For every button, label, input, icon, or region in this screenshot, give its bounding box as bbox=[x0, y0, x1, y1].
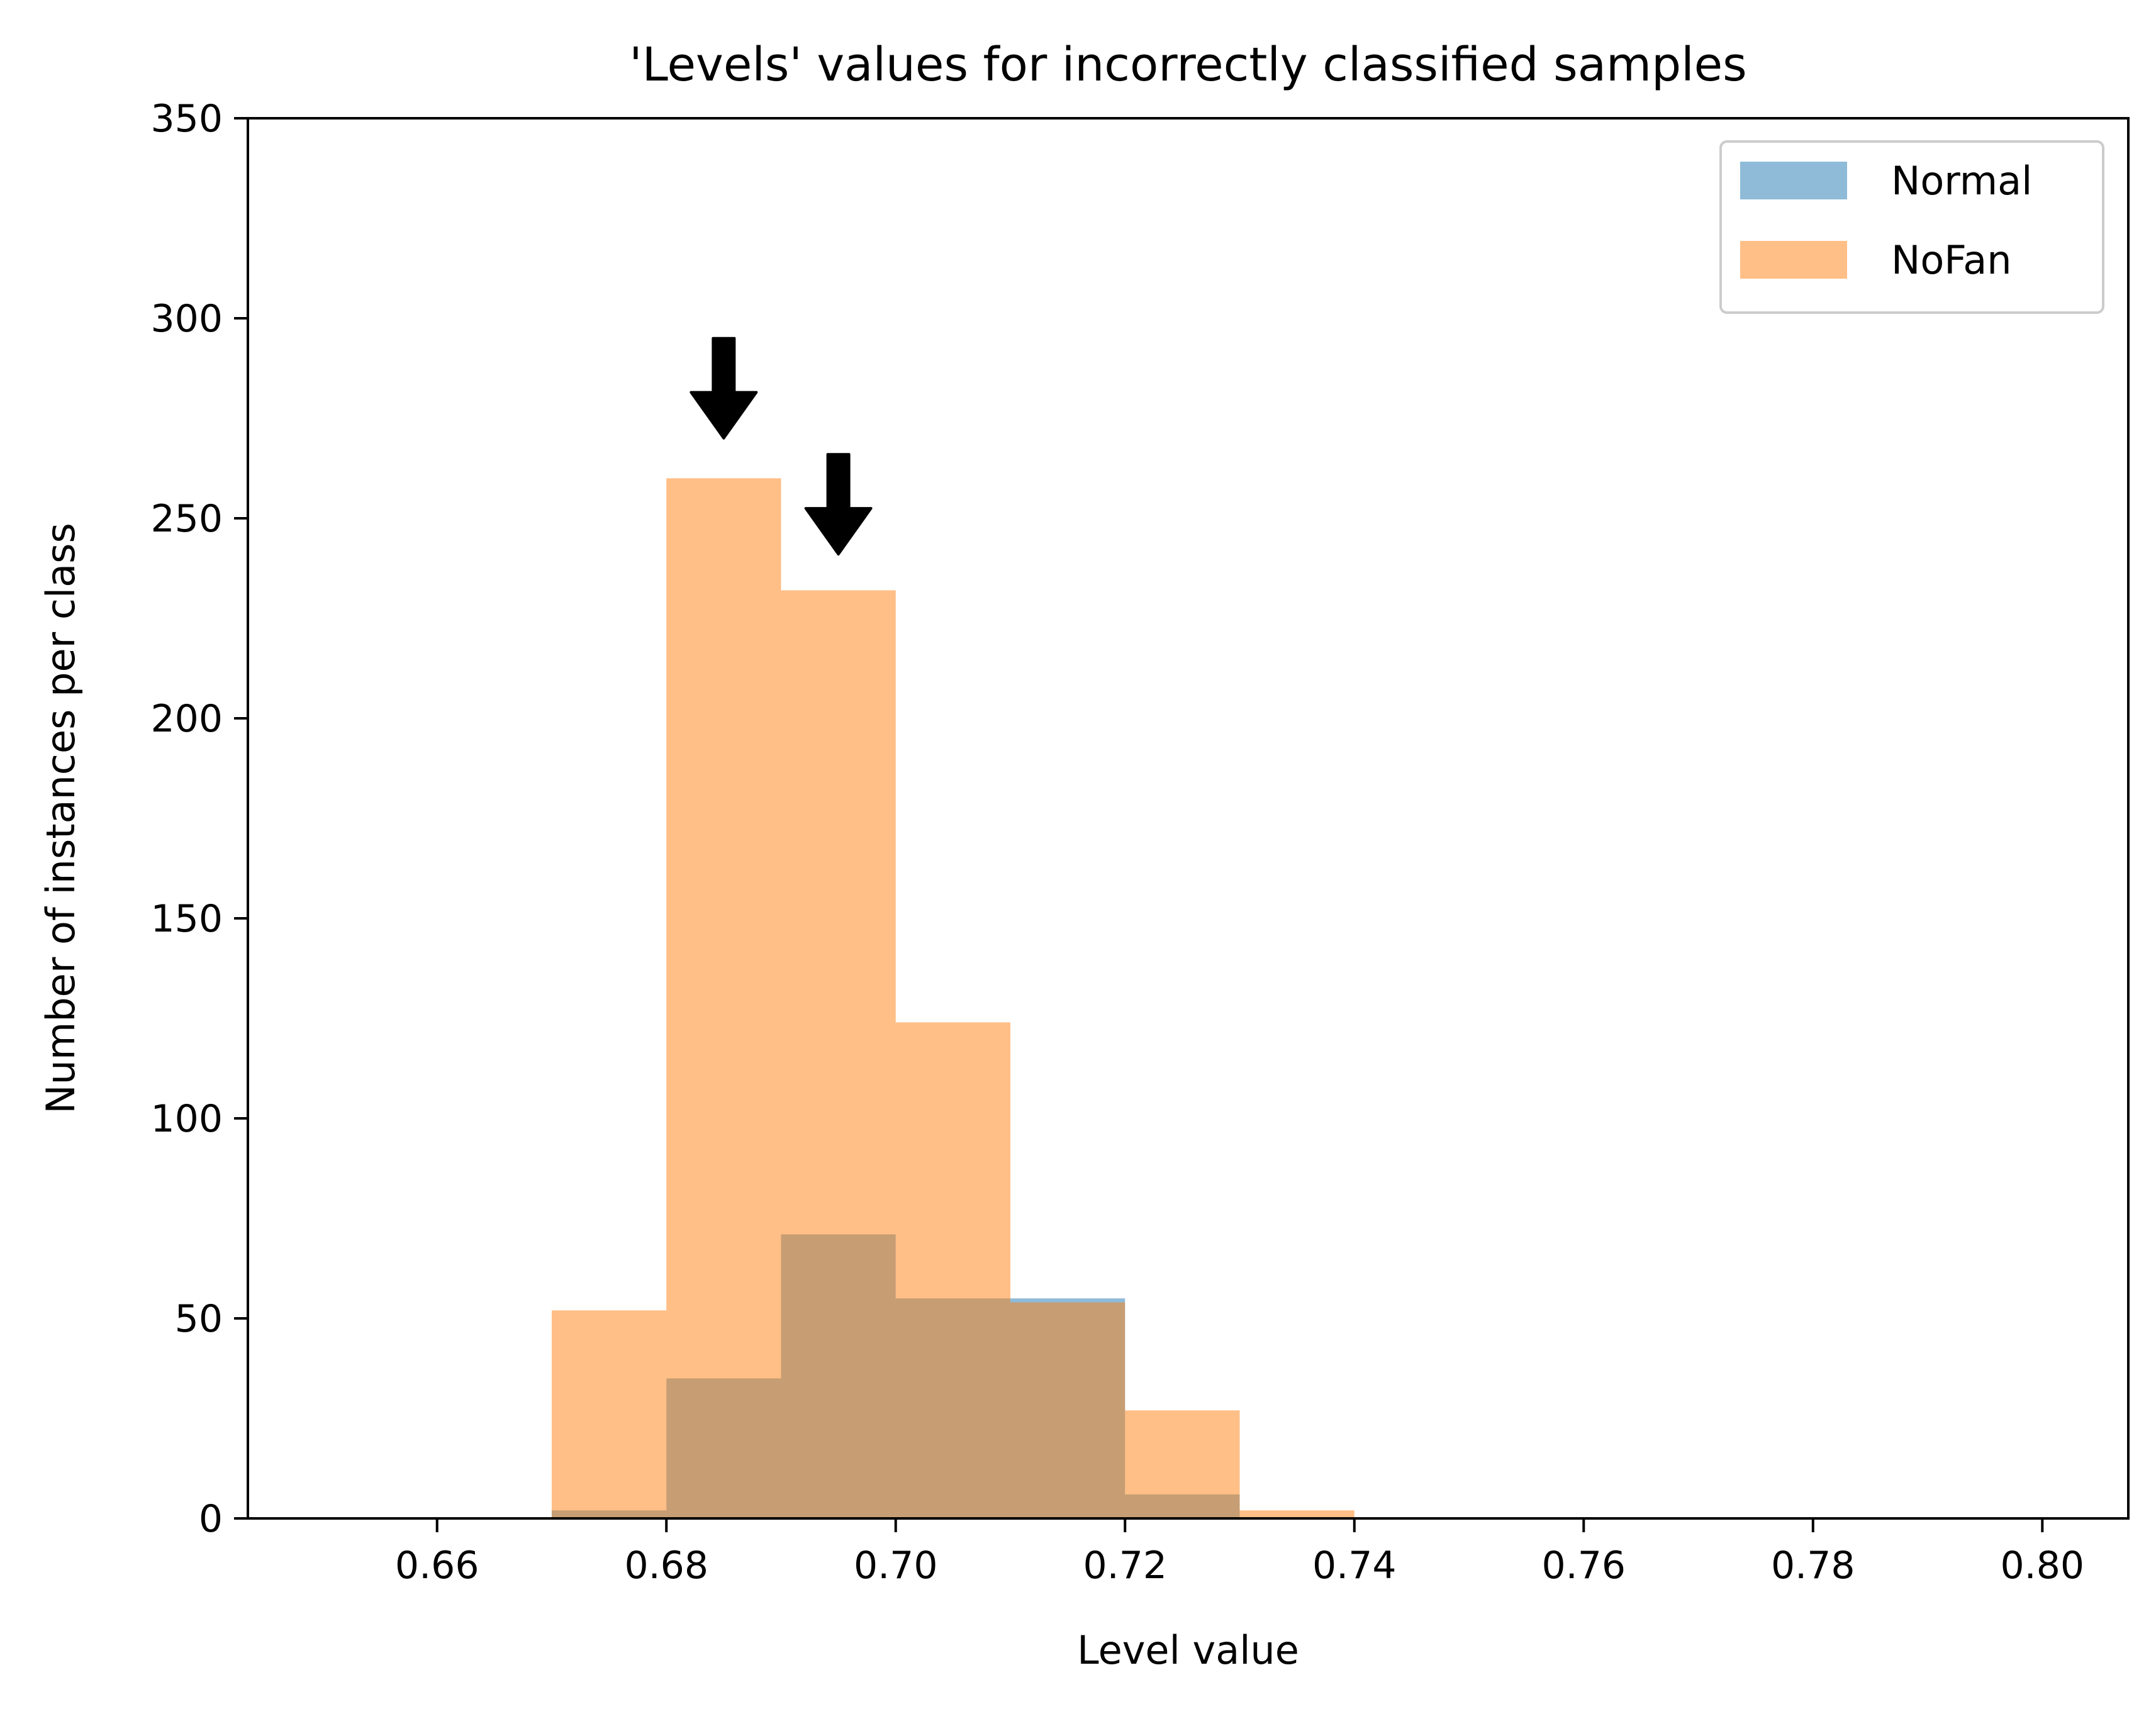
y-tick-label: 50 bbox=[175, 1297, 223, 1341]
x-tick-label: 0.78 bbox=[1771, 1544, 1855, 1588]
bars-layer bbox=[551, 478, 1354, 1518]
x-tick-label: 0.74 bbox=[1312, 1544, 1397, 1588]
bar-nofan-5 bbox=[1125, 1410, 1240, 1518]
legend-label-nofan: NoFan bbox=[1891, 237, 2012, 283]
y-tick-label: 150 bbox=[150, 897, 223, 941]
y-tick-label: 200 bbox=[150, 697, 223, 741]
bar-nofan-0 bbox=[551, 1310, 667, 1518]
y-tick-label: 0 bbox=[199, 1497, 223, 1541]
x-tick-label: 0.72 bbox=[1083, 1544, 1167, 1588]
x-axis-ticks: 0.66 0.68 0.70 0.72 0.74 0.76 0.78 0.80 bbox=[395, 1518, 2084, 1588]
bar-nofan-2 bbox=[781, 590, 896, 1518]
legend-swatch-normal bbox=[1740, 162, 1847, 199]
bar-nofan-6 bbox=[1239, 1510, 1354, 1518]
bar-nofan-3 bbox=[895, 1022, 1011, 1518]
legend-swatch-nofan bbox=[1740, 241, 1847, 279]
x-tick-label: 0.66 bbox=[395, 1544, 479, 1588]
y-axis-ticks: 0 50 100 150 200 250 300 350 bbox=[150, 97, 248, 1541]
y-tick-label: 300 bbox=[150, 297, 223, 341]
x-tick-label: 0.68 bbox=[624, 1544, 708, 1588]
bar-nofan-1 bbox=[666, 478, 781, 1518]
x-axis-label: Level value bbox=[1077, 1627, 1299, 1673]
bar-nofan-4 bbox=[1010, 1302, 1125, 1518]
chart-title: 'Levels' values for incorrectly classifi… bbox=[629, 38, 1747, 92]
plot-frame bbox=[247, 117, 2130, 1520]
y-tick-label: 100 bbox=[150, 1097, 223, 1141]
annotation-arrow-0 bbox=[690, 337, 758, 440]
legend: Normal NoFan bbox=[1719, 140, 2104, 314]
annotation-arrow-1 bbox=[804, 453, 873, 556]
x-tick-label: 0.80 bbox=[2001, 1544, 2085, 1588]
legend-label-normal: Normal bbox=[1891, 158, 2032, 204]
x-tick-label: 0.76 bbox=[1541, 1544, 1626, 1588]
x-tick-label: 0.70 bbox=[854, 1544, 938, 1588]
y-tick-label: 350 bbox=[150, 97, 223, 141]
annotation-layer bbox=[690, 337, 873, 556]
y-tick-label: 250 bbox=[150, 497, 223, 541]
y-axis-label: Number of instances per class bbox=[38, 523, 84, 1114]
